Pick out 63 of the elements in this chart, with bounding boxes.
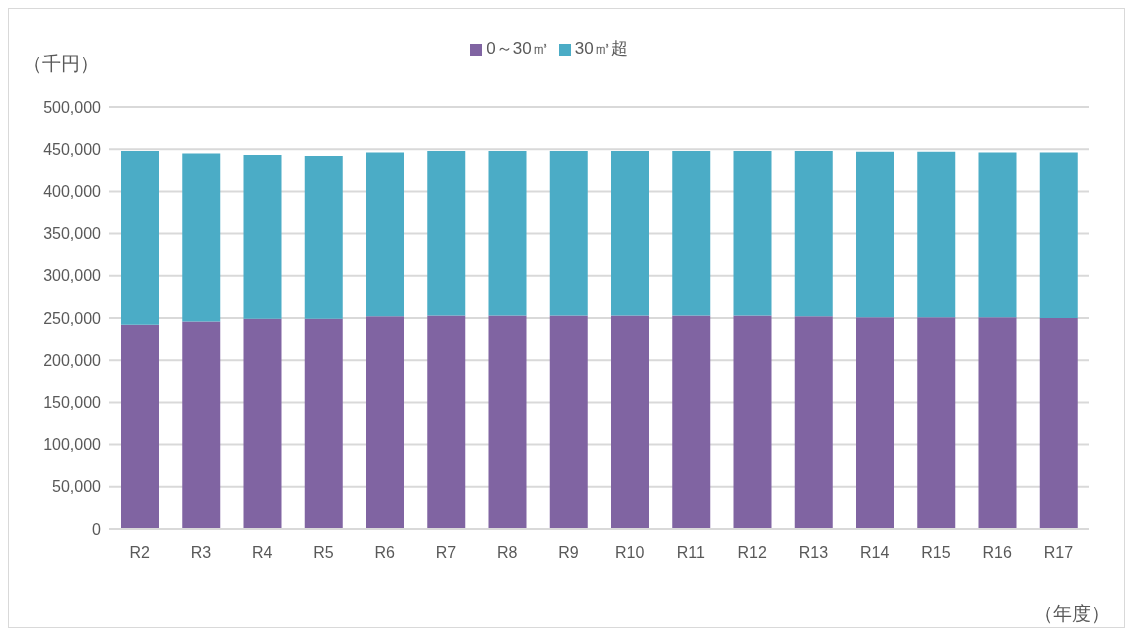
bar [978, 152, 1017, 318]
bar [733, 315, 772, 529]
bar [304, 318, 343, 529]
legend-label: 30㎥超 [574, 39, 628, 58]
bar [672, 150, 711, 316]
bar [611, 315, 649, 529]
bar [427, 315, 466, 529]
x-tick-label: R15 [921, 544, 951, 562]
bar [243, 155, 282, 319]
bar [611, 150, 649, 316]
y-tick-label: 0 [92, 520, 102, 538]
bar [856, 317, 894, 529]
y-tick-label: 350,000 [43, 225, 102, 243]
bar [1039, 318, 1078, 529]
x-tick-label: R7 [435, 544, 457, 562]
bar [917, 317, 956, 529]
bar [917, 151, 956, 318]
bar [488, 150, 527, 316]
x-tick-label: R13 [798, 544, 829, 562]
bar [121, 150, 159, 325]
bar [182, 321, 221, 529]
bar [427, 150, 466, 316]
bar [549, 150, 588, 316]
x-tick-label: R17 [1043, 544, 1074, 562]
bar [243, 318, 282, 529]
bar [121, 324, 159, 529]
x-tick-label: R11 [676, 544, 706, 562]
x-tick-label: R2 [129, 544, 150, 562]
x-tick-label: R10 [614, 544, 645, 562]
x-tick-label: R12 [737, 544, 767, 562]
y-tick-label: 200,000 [43, 351, 102, 369]
x-tick-label: R14 [859, 544, 890, 562]
bar [549, 315, 588, 529]
y-tick-label: 100,000 [43, 436, 102, 454]
y-tick-label: 300,000 [43, 267, 102, 285]
bar [794, 150, 833, 317]
bar [304, 155, 343, 319]
x-tick-label: R6 [374, 544, 395, 562]
y-tick-label: 50,000 [52, 478, 102, 496]
x-tick-label: R4 [251, 544, 273, 562]
bar [488, 315, 527, 529]
bar [1039, 152, 1078, 318]
bar [366, 316, 404, 529]
x-tick-label: R8 [496, 544, 518, 562]
bar [794, 316, 833, 529]
y-tick-label: 150,000 [43, 394, 102, 412]
legend-label: 0～30㎥ [486, 39, 549, 58]
y-tick-label: 250,000 [43, 309, 102, 327]
bar [978, 317, 1017, 529]
y-axis-title: （千円） [23, 52, 99, 76]
x-axis-title: （年度） [1034, 602, 1110, 626]
bar [733, 150, 772, 316]
bar [672, 315, 711, 529]
y-tick-label: 450,000 [43, 140, 102, 158]
y-tick-label: 400,000 [43, 183, 102, 201]
x-tick-label: R5 [313, 544, 334, 562]
bar [366, 152, 404, 317]
x-tick-label: R16 [982, 544, 1012, 562]
x-tick-label: R3 [190, 544, 212, 562]
x-tick-label: R9 [558, 544, 579, 562]
y-tick-label: 500,000 [43, 98, 102, 116]
bar [182, 153, 221, 322]
bar [856, 151, 894, 318]
